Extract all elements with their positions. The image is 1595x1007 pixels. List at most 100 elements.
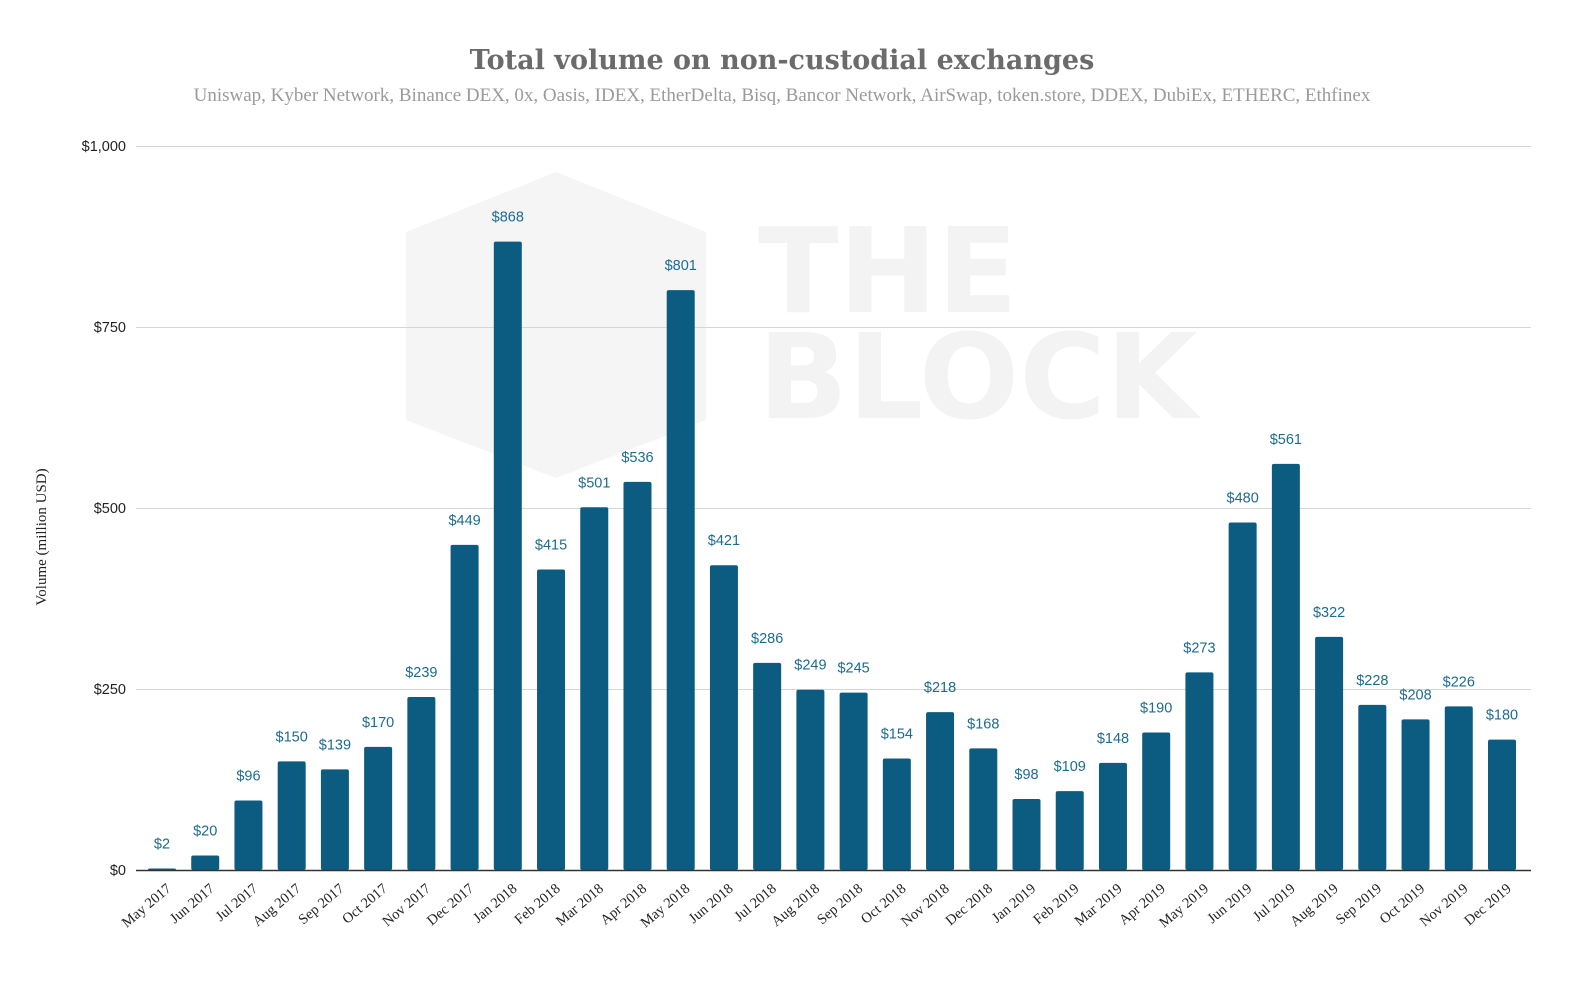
x-tick-label: Aug 2018 [769,881,823,930]
chart-title: Total volume on non-custodial exchanges [470,45,1095,76]
bar [623,481,652,870]
x-tick-label: Sep 2017 [296,881,348,928]
bar [407,696,436,870]
x-tick-label: Jan 2019 [989,881,1039,927]
bar [493,241,522,870]
y-tick-label: $1,000 [82,139,126,155]
data-label: $96 [236,768,260,784]
data-label: $168 [967,716,999,732]
bar [1358,704,1387,870]
bar [882,758,911,870]
data-label: $536 [621,450,653,466]
bar [926,712,955,870]
y-tick-label: $250 [94,682,126,698]
data-label: $322 [1313,605,1345,621]
data-label: $480 [1227,490,1259,506]
x-tick-label: Sep 2018 [814,881,866,928]
data-label: $273 [1183,640,1215,656]
x-tick-label: Nov 2017 [380,881,434,930]
bar [277,761,306,870]
x-tick-label: Jan 2018 [470,881,520,927]
x-tick-label: Sep 2019 [1333,881,1385,928]
x-tick-label: Nov 2018 [898,881,952,930]
x-tick-label: Aug 2017 [250,881,304,930]
bar [580,507,609,870]
chart-subtitle: Uniswap, Kyber Network, Binance DEX, 0x,… [194,85,1371,106]
x-tick-label: Jun 2018 [686,881,737,927]
data-label: $154 [881,727,913,743]
bar [1228,522,1257,870]
bar [450,544,479,870]
data-label: $561 [1270,432,1302,448]
data-label: $139 [319,737,351,753]
watermark-line2: BLOCK [758,308,1202,446]
x-tick-label: Nov 2019 [1417,881,1471,930]
bar [1271,463,1300,870]
bar [1185,672,1214,870]
bar [1401,719,1430,870]
data-label: $20 [193,824,217,840]
x-tick-label: Dec 2019 [1461,881,1514,929]
x-tick-label: Dec 2018 [943,881,996,929]
data-label: $415 [535,538,567,554]
y-tick-label: $750 [94,320,126,336]
data-label: $501 [578,475,610,491]
bar [364,746,393,870]
data-label: $228 [1356,673,1388,689]
data-label: $170 [362,715,394,731]
data-label: $148 [1097,731,1129,747]
data-label: $190 [1140,700,1172,716]
data-label: $249 [794,658,826,674]
watermark-line1: THE [758,202,1018,340]
bar [1012,799,1041,870]
data-label: $109 [1054,759,1086,775]
y-tick-label: $0 [110,863,126,879]
data-label: $801 [665,258,697,274]
bar [234,800,263,870]
bar [148,868,176,871]
bar [839,692,868,870]
bar [1098,762,1127,870]
data-label: $226 [1443,674,1475,690]
bar [1142,732,1171,870]
x-tick-label: Dec 2017 [424,881,477,929]
data-labels: $2 $20 $96 $150 $139 $170 $239 $449 $868 $415 $501… [154,210,1518,853]
x-tick-label: Aug 2019 [1287,881,1341,930]
data-label: $239 [405,665,437,681]
data-label: $180 [1486,708,1518,724]
data-label: $868 [492,210,524,226]
bar [537,569,566,870]
bar [666,290,695,870]
y-axis-label: Volume (million USD) [34,468,50,605]
bar [1444,706,1473,870]
bars [148,241,1516,871]
y-tick-label: $500 [94,501,126,517]
x-tick-label: Mar 2018 [553,881,607,930]
watermark: THE BLOCK [406,172,1202,478]
bar [1055,791,1084,870]
bar [1315,636,1344,870]
x-tick-label: Mar 2019 [1072,881,1126,930]
x-tick-label: Jun 2017 [167,881,218,927]
x-tick-label: May 2017 [119,881,175,931]
data-label: $98 [1014,767,1038,783]
data-label: $286 [751,631,783,647]
bar [796,689,825,870]
bar [1488,739,1516,870]
bar [753,662,782,870]
bar [191,855,220,870]
y-axis-ticks: $0 $250 $500 $750 $1,000 [82,139,126,879]
data-label: $208 [1399,687,1431,703]
data-label: $150 [276,729,308,745]
bar [969,748,998,870]
bar [709,565,738,870]
data-label: $245 [837,661,869,677]
data-label: $449 [448,513,480,529]
x-tick-label: Jun 2019 [1204,881,1255,927]
data-label: $421 [708,533,740,549]
data-label: $2 [154,837,170,853]
data-label: $218 [924,680,956,696]
bar [320,769,349,870]
